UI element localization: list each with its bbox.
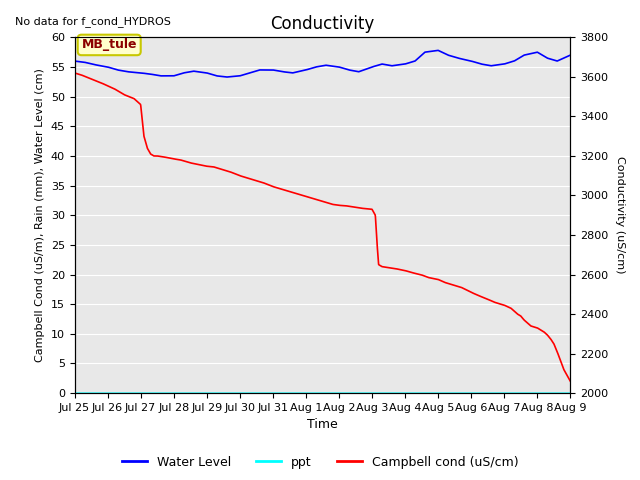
Y-axis label: Campbell Cond (uS/m), Rain (mm), Water Level (cm): Campbell Cond (uS/m), Rain (mm), Water L… [35, 68, 45, 362]
Legend: Water Level, ppt, Campbell cond (uS/cm): Water Level, ppt, Campbell cond (uS/cm) [116, 451, 524, 474]
Title: Conductivity: Conductivity [270, 15, 374, 33]
Text: No data for f_cond_HYDROS: No data for f_cond_HYDROS [15, 16, 171, 27]
X-axis label: Time: Time [307, 419, 338, 432]
Text: MB_tule: MB_tule [81, 38, 137, 51]
Y-axis label: Conductivity (uS/cm): Conductivity (uS/cm) [615, 156, 625, 274]
